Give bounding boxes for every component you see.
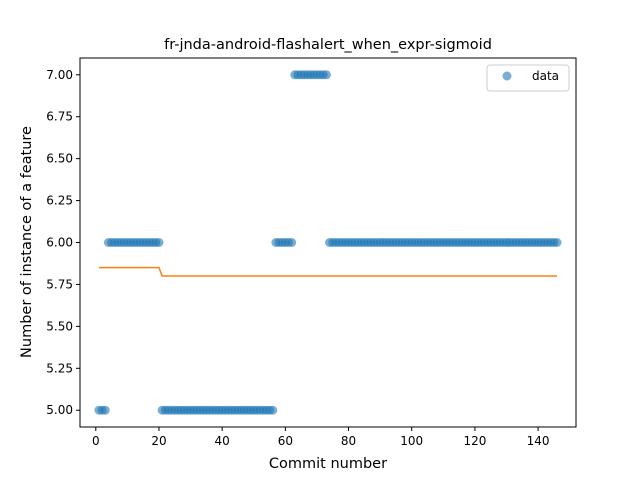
legend-label-data: data	[532, 69, 559, 83]
chart-title: fr-jnda-android-flashalert_when_expr-sig…	[164, 37, 492, 53]
data-point	[268, 405, 278, 415]
data-point	[100, 405, 110, 415]
x-tick-label: 40	[215, 434, 230, 448]
y-tick-label: 6.00	[46, 236, 73, 250]
data-point	[287, 238, 297, 247]
x-tick-label: 100	[400, 434, 423, 448]
x-tick-label: 0	[92, 434, 100, 448]
y-tick-label: 5.25	[46, 361, 73, 375]
plot-area	[94, 70, 562, 415]
legend: data	[486, 64, 570, 92]
y-tick-label: 6.50	[46, 152, 73, 166]
x-axis: 0 20 40 60 80 100 120 140	[92, 427, 550, 448]
x-tick-label: 80	[341, 434, 356, 448]
legend-box	[486, 64, 570, 92]
data-point	[552, 238, 562, 247]
y-axis: 5.00 5.25 5.50 5.75 6.00 6.25 6.50 6.75 7.00	[46, 68, 80, 417]
y-axis-label: Number of instance of a feature	[19, 126, 35, 358]
y-tick-label: 5.50	[46, 319, 73, 333]
x-tick-label: 20	[151, 434, 166, 448]
y-tick-label: 5.75	[46, 277, 73, 291]
y-tick-label: 5.00	[46, 403, 73, 417]
trend-line	[98, 266, 558, 277]
data-point	[154, 238, 164, 247]
y-tick-label: 7.00	[46, 68, 73, 82]
y-tick-label: 6.25	[46, 194, 73, 208]
x-tick-label: 140	[527, 434, 550, 448]
legend-marker-data	[502, 71, 512, 81]
y-tick-label: 6.75	[46, 110, 73, 124]
x-tick-label: 120	[463, 434, 486, 448]
x-axis-label: Commit number	[269, 456, 387, 472]
data-point	[321, 70, 331, 80]
x-tick-label: 60	[278, 434, 293, 448]
